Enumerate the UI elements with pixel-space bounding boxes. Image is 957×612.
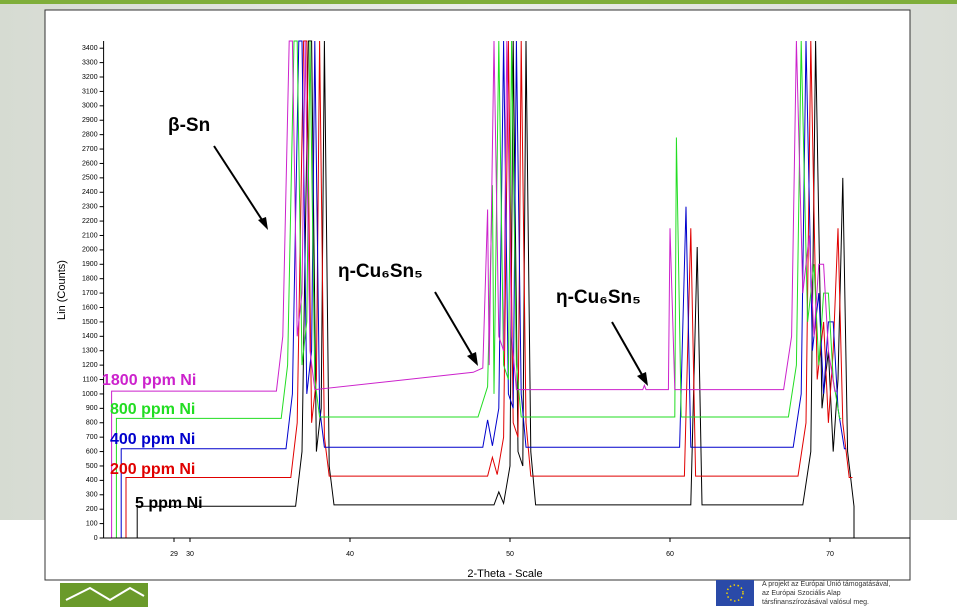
y-tick-label: 1900 [82,261,98,268]
y-tick-label: 1000 [82,391,98,398]
y-tick-label: 1400 [82,333,98,340]
series-line [115,40,842,538]
logo-shape [60,583,148,607]
y-tick-label: 200 [86,506,98,513]
x-axis-title: 2-Theta - Scale [467,568,542,580]
y-tick-label: 800 [86,420,98,427]
y-tick-label: 1800 [82,276,98,283]
arrowhead [467,352,478,366]
y-tick-label: 300 [86,492,98,499]
y-tick-label: 2900 [82,117,98,124]
y-tick-label: 3300 [82,59,98,66]
y-tick-label: 2200 [82,218,98,225]
y-tick-label: 0 [94,535,98,542]
plot-area [111,40,855,538]
y-axis-title: Lin (Counts) [56,260,68,320]
x-tick-label: 50 [506,551,514,558]
y-tick-label: 3100 [82,88,98,95]
series-labels: 5 ppm Ni 200 ppm Ni 400 ppm Ni 800 ppm Ni 18… [102,372,203,512]
arrow [611,321,646,381]
series-label: 5 ppm Ni [135,495,203,512]
series-label: 400 ppm Ni [110,431,195,448]
annotation: β-Sn [168,115,210,136]
annotation: η-Cu₆Sn₅ [338,261,423,282]
y-tick-label: 3200 [82,74,98,81]
y-tick-label: 700 [86,434,98,441]
footer-note: társfinanszírozásával valósul meg. [762,599,869,606]
y-tick-label: 2600 [82,160,98,167]
logo [60,583,148,607]
series-label: 200 ppm Ni [110,461,195,478]
y-tick-label: 100 [86,520,98,527]
x-tick-label: 70 [826,551,834,558]
y-tick-label: 2000 [82,247,98,254]
series-line [136,40,855,538]
x-tick-label: 29 [170,551,178,558]
arrowhead [637,372,648,386]
y-tick-label: 2700 [82,146,98,153]
series-label: 1800 ppm Ni [102,372,196,389]
y-tick-label: 3000 [82,103,98,110]
series-line [111,40,837,538]
y-tick-label: 3400 [82,45,98,52]
y-tick-label: 600 [86,448,98,455]
y-tick-label: 2100 [82,232,98,239]
y-tick-label: 500 [86,463,98,470]
top-band [0,0,957,4]
y-tick-label: 2300 [82,204,98,211]
y-tick-label: 2500 [82,175,98,182]
y-tick-label: 1700 [82,290,98,297]
arrowhead [258,217,268,230]
y-tick-label: 1500 [82,319,98,326]
series-line [125,40,853,538]
y-tick-label: 400 [86,477,98,484]
y-tick-label: 2800 [82,131,98,138]
x-tick-label: 30 [186,551,194,558]
eu-stars [726,584,744,602]
y-tick-label: 1300 [82,348,98,355]
arrow [434,291,476,361]
x-tick-label: 40 [346,551,354,558]
y-tick-label: 1100 [83,376,98,383]
annotation: η-Cu₆Sn₅ [556,287,641,308]
footer-note: az Európai Szociális Alap [762,590,841,597]
y-tick-label: 900 [86,405,98,412]
series-line [120,40,846,538]
x-tick-label: 60 [666,551,674,558]
arrow [213,145,267,227]
footer-note: A projekt az Európai Unió támogatásával, [762,581,890,588]
eu-flag [716,580,754,606]
axes: 0 100 200 300 400 500 600 700 800 900 1000 1100 1200… [82,41,910,558]
series-label: 800 ppm Ni [110,401,195,418]
logo-mark [65,586,145,602]
chart-frame [44,9,911,581]
y-tick-label: 1600 [82,304,98,311]
y-tick-label: 2400 [82,189,98,196]
y-tick-label: 1200 [82,362,98,369]
